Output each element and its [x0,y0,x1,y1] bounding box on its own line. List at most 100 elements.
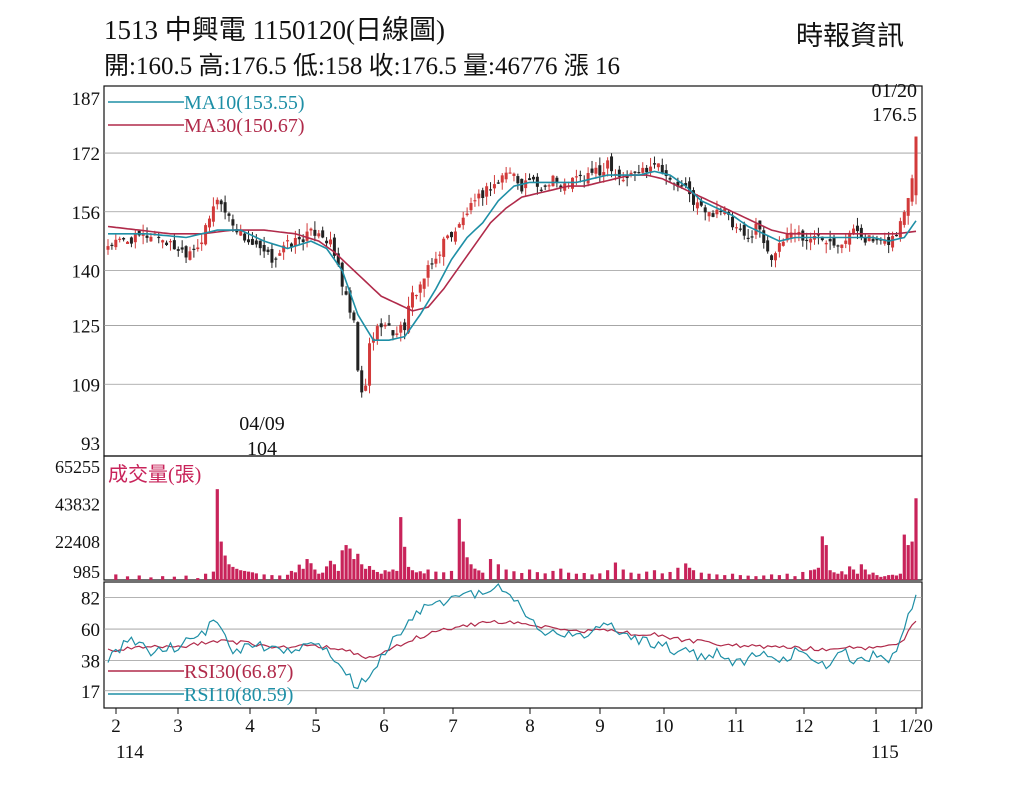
volume-bar [535,572,539,580]
price-tick-label: 125 [72,317,101,338]
candle-body [360,370,364,393]
volume-bar [898,573,902,580]
volume-bar [270,575,274,580]
candle-body [172,240,176,250]
candle-body [133,232,137,243]
candle-body [617,169,621,177]
x-tick-label: 4 [245,716,255,737]
volume-bar [414,572,418,580]
candle-body [204,225,208,245]
low-date-annotation: 04/09 [239,413,285,435]
volume-bar [235,568,239,580]
volume-bar [125,576,130,580]
volume-bar [449,570,454,580]
volume-bar [590,574,594,580]
candle-body [645,167,649,173]
candle-body [438,254,442,256]
candle-body [531,176,535,180]
candle-body [586,172,590,184]
candle-body [555,177,559,184]
candle-body [738,228,742,230]
volume-bar [566,572,571,580]
candle-body [692,190,696,205]
candle-body [492,184,496,189]
volume-bar [668,571,672,580]
candle-body [340,262,344,287]
candle-body [676,181,680,187]
candle-body [289,243,293,247]
volume-bar [481,572,485,580]
candle-body [293,238,297,247]
candle-body [364,385,368,391]
price-tick-label: 172 [72,144,101,165]
candle-body [403,322,407,331]
candle-body [836,245,840,247]
candle-body [379,323,383,328]
volume-bar [707,573,711,580]
volume-bar [457,518,461,580]
candle-body [356,322,360,371]
volume-bar [769,574,774,580]
volume-bar [836,573,840,580]
candle-body [297,237,301,240]
x-tick-label: 3 [173,716,183,737]
candle-body [777,243,781,252]
volume-bar [352,559,356,580]
candle-body [211,206,215,222]
volume-bar [559,568,563,580]
candle-body [852,228,856,234]
rsi10-line [107,582,917,690]
candle-body [664,170,668,176]
volume-bar [231,566,235,580]
volume-bar [211,571,215,580]
price-tick-label: 109 [72,375,101,396]
candle-body [180,247,184,250]
candle-body [231,219,235,226]
candle-body [258,240,262,249]
volume-bar [867,574,871,580]
candle-body [375,326,379,340]
volume-bar [344,545,348,580]
candle-body [106,246,110,250]
candle-body [344,291,348,295]
candle-body [512,173,516,176]
candle-body [254,240,258,245]
volume-bar [406,566,411,580]
candle-body [894,234,898,237]
candle-body [387,323,391,326]
volume-bar [473,568,477,580]
volume-bar [512,571,516,580]
volume-bar [652,570,657,580]
candle-body [418,284,422,293]
candle-body [336,253,340,266]
volume-bar [309,563,313,580]
volume-bar [399,517,403,580]
low-value-annotation: 104 [247,438,277,460]
volume-bar [637,573,641,580]
volume-bar [340,550,344,580]
rsi10-legend-label: RSI10(80.59) [184,684,293,706]
volume-bar [906,545,910,580]
candle-body [325,240,329,244]
candle-body [594,167,598,174]
candle-body [734,227,738,229]
volume-bar [161,576,165,580]
candle-body [610,156,614,172]
x-tick-label: 10 [655,716,674,737]
candle-body [239,230,243,236]
candle-body [859,227,863,238]
candle-body [715,209,719,215]
candle-body [485,186,489,197]
candle-body [902,212,906,225]
candle-body [192,248,196,250]
volume-bar [360,564,364,580]
volume-bar [621,569,625,580]
volume-bar [676,567,680,580]
candle-body [453,231,457,242]
volume-bar [883,576,887,580]
candle-body [785,233,789,241]
candle-body [695,202,699,209]
volume-bar [356,553,360,580]
candle-body [773,253,777,261]
candle-body [352,312,356,321]
